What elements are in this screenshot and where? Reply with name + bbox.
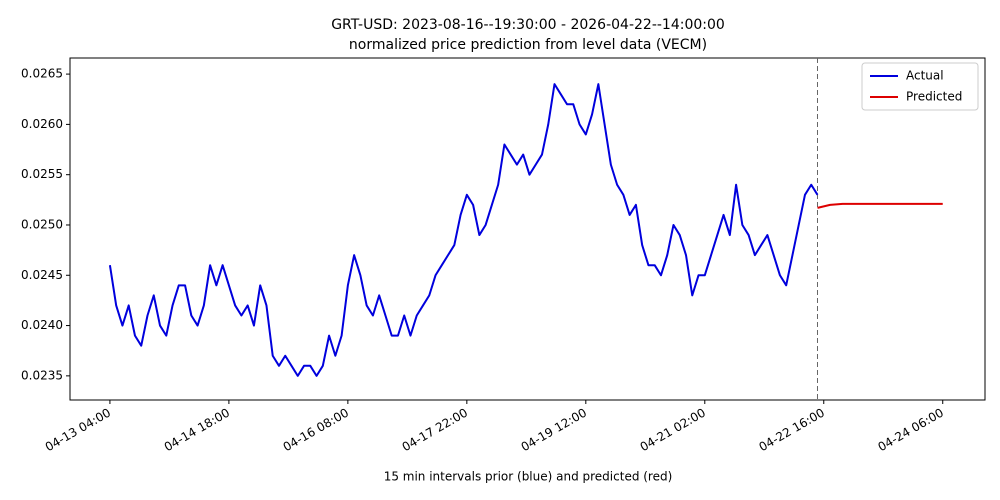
x-tick-label: 04-24 06:00: [876, 406, 946, 455]
y-tick-label: 0.0235: [21, 368, 63, 382]
legend-label: Predicted: [906, 90, 962, 104]
x-tick-label: 04-19 12:00: [519, 406, 589, 455]
chart-title: GRT-USD: 2023-08-16--19:30:00 - 2026-04-…: [331, 17, 725, 33]
x-tick-label: 04-13 04:00: [43, 406, 113, 455]
plot-frame: [69, 57, 986, 401]
y-tick-label: 0.0255: [21, 167, 63, 181]
chart-subtitle: normalized price prediction from level d…: [349, 37, 707, 53]
x-tick-label: 04-22 16:00: [757, 406, 827, 455]
x-tick-label: 04-14 18:00: [162, 406, 232, 455]
x-tick-label: 04-16 08:00: [281, 406, 351, 455]
x-axis-label: 15 min intervals prior (blue) and predic…: [384, 470, 673, 484]
series-line: [108, 83, 819, 377]
y-tick-label: 0.0265: [21, 67, 63, 81]
legend-label: Actual: [906, 69, 944, 83]
y-tick-label: 0.0245: [21, 268, 63, 282]
x-tick-label: 04-21 02:00: [638, 406, 708, 455]
x-tick-label: 04-17 22:00: [400, 406, 470, 455]
y-tick-label: 0.0250: [21, 217, 63, 231]
series-line: [817, 202, 943, 209]
y-tick-label: 0.0260: [21, 117, 63, 131]
legend-box: [861, 62, 979, 111]
y-tick-label: 0.0240: [21, 318, 63, 332]
